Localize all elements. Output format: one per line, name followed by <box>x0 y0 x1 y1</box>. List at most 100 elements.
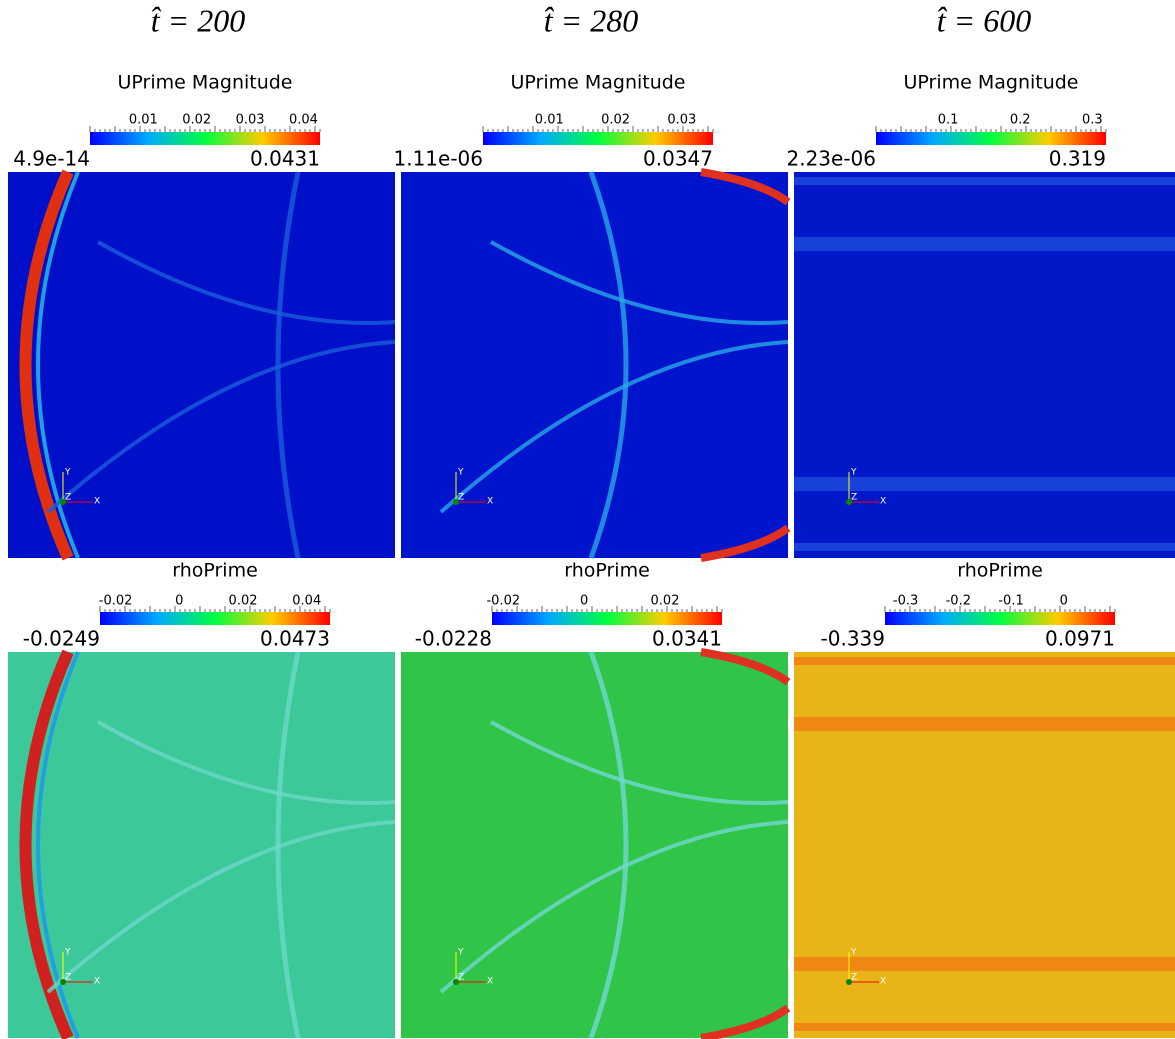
colorbar-tick-label: 0.3 <box>1082 113 1103 128</box>
colorbar-max: 0.0971 <box>1045 627 1115 651</box>
field-panel: Y X Z <box>794 652 1175 1038</box>
colorbar <box>876 132 1106 145</box>
colorbar-max: 0.0431 <box>250 147 320 171</box>
colorbar-tick-label: 0.02 <box>601 113 630 128</box>
colorbar <box>492 612 722 625</box>
colorbar-tick-label: -0.3 <box>893 594 918 609</box>
colorbar-max: 0.0347 <box>643 147 713 171</box>
field-panel: Y X Z <box>794 172 1175 558</box>
field-background <box>401 172 788 558</box>
axis-label-y: Y <box>64 948 71 958</box>
colorbar-title: UPrime Magnitude <box>117 72 292 94</box>
wave-front <box>700 524 791 562</box>
wave-line <box>490 720 789 805</box>
wave-front <box>36 171 80 559</box>
wave-front <box>700 168 791 206</box>
colorbar-title: UPrime Magnitude <box>903 72 1078 94</box>
wave-band <box>794 177 1175 185</box>
wave-front <box>19 169 74 561</box>
field-background <box>401 652 788 1038</box>
field-panel: Y X Z <box>8 649 396 1039</box>
axis-z <box>60 499 66 505</box>
colorbar-tick-label: 0.04 <box>289 113 318 128</box>
axis-label-y: Y <box>457 468 464 478</box>
field-panel: Y X Z <box>401 648 791 1039</box>
colorbar-min: 2.23e-06 <box>786 147 876 171</box>
field-background <box>8 652 395 1038</box>
field-panel: Y X Z <box>401 168 791 562</box>
wave-line <box>275 651 301 1039</box>
wave-line <box>439 340 789 514</box>
colorbar-title: rhoPrime <box>172 560 258 582</box>
axis-z <box>453 499 459 505</box>
colorbar-min: -0.0249 <box>23 627 100 651</box>
colorbar-tick-label: -0.02 <box>486 594 520 609</box>
colorbar-tick-label: 0.04 <box>292 594 321 609</box>
wave-line <box>588 651 629 1039</box>
wave-line <box>46 340 396 514</box>
colorbar-tick-label: 0.01 <box>535 113 564 128</box>
wave-line <box>275 171 301 559</box>
time-label: t̂ = 280 <box>544 2 638 38</box>
colorbar-tick-label: 0.01 <box>129 113 158 128</box>
wave-line <box>97 240 396 325</box>
field-background <box>794 172 1175 558</box>
wave-line <box>490 240 789 325</box>
wave-band <box>794 717 1175 731</box>
wave-band <box>794 1023 1175 1031</box>
colorbar <box>90 132 320 145</box>
colorbar-tick-label: 0.03 <box>236 113 265 128</box>
field-panel: Y X Z <box>8 169 396 561</box>
axis-z <box>846 499 852 505</box>
colorbar-max: 0.0473 <box>260 627 330 651</box>
colorbar-min: 1.11e-06 <box>393 147 483 171</box>
colorbar-tick-label: 0.03 <box>667 113 696 128</box>
colorbar-title: rhoPrime <box>957 560 1043 582</box>
axis-label-x: X <box>880 497 886 507</box>
axis-z <box>60 979 66 985</box>
axis-z <box>846 979 852 985</box>
wave-front <box>36 651 80 1039</box>
axis-label-z: Z <box>65 493 71 503</box>
axis-label-x: X <box>880 977 886 987</box>
colorbar-tick-label: 0 <box>175 594 183 609</box>
field-background <box>794 652 1175 1038</box>
axis-label-y: Y <box>64 468 71 478</box>
wave-band <box>794 543 1175 551</box>
wave-line <box>97 720 396 805</box>
axis-label-x: X <box>487 977 493 987</box>
axis-label-z: Z <box>851 973 857 983</box>
colorbar-tick-label: 0.02 <box>229 594 258 609</box>
colorbar-min: 4.9e-14 <box>13 147 90 171</box>
colorbar-tick-label: 0 <box>580 594 588 609</box>
wave-band <box>794 477 1175 491</box>
colorbar <box>100 612 330 625</box>
axis-label-x: X <box>94 977 100 987</box>
wave-band <box>794 237 1175 251</box>
colorbar-tick-label: 0.1 <box>938 113 959 128</box>
colorbar-tick-label: -0.02 <box>99 594 133 609</box>
wave-front <box>19 649 74 1039</box>
wave-band <box>794 657 1175 665</box>
colorbar-title: UPrime Magnitude <box>510 72 685 94</box>
colorbar-max: 0.319 <box>1049 147 1106 171</box>
colorbar <box>483 132 713 145</box>
wave-front <box>700 1004 791 1039</box>
wave-line <box>46 820 396 994</box>
axis-label-y: Y <box>850 948 857 958</box>
axis-label-y: Y <box>850 468 857 478</box>
colorbar-title: rhoPrime <box>564 560 650 582</box>
colorbar-max: 0.0341 <box>652 627 722 651</box>
colorbar-tick-label: 0.2 <box>1010 113 1031 128</box>
wave-band <box>794 957 1175 971</box>
wave-front <box>700 648 791 686</box>
wave-line <box>439 820 789 994</box>
colorbar-min: -0.0228 <box>415 627 492 651</box>
axis-z <box>453 979 459 985</box>
time-label: t̂ = 600 <box>937 2 1031 38</box>
colorbar <box>885 612 1115 625</box>
axis-label-z: Z <box>65 973 71 983</box>
colorbar-tick-label: 0.02 <box>182 113 211 128</box>
axis-label-x: X <box>487 497 493 507</box>
